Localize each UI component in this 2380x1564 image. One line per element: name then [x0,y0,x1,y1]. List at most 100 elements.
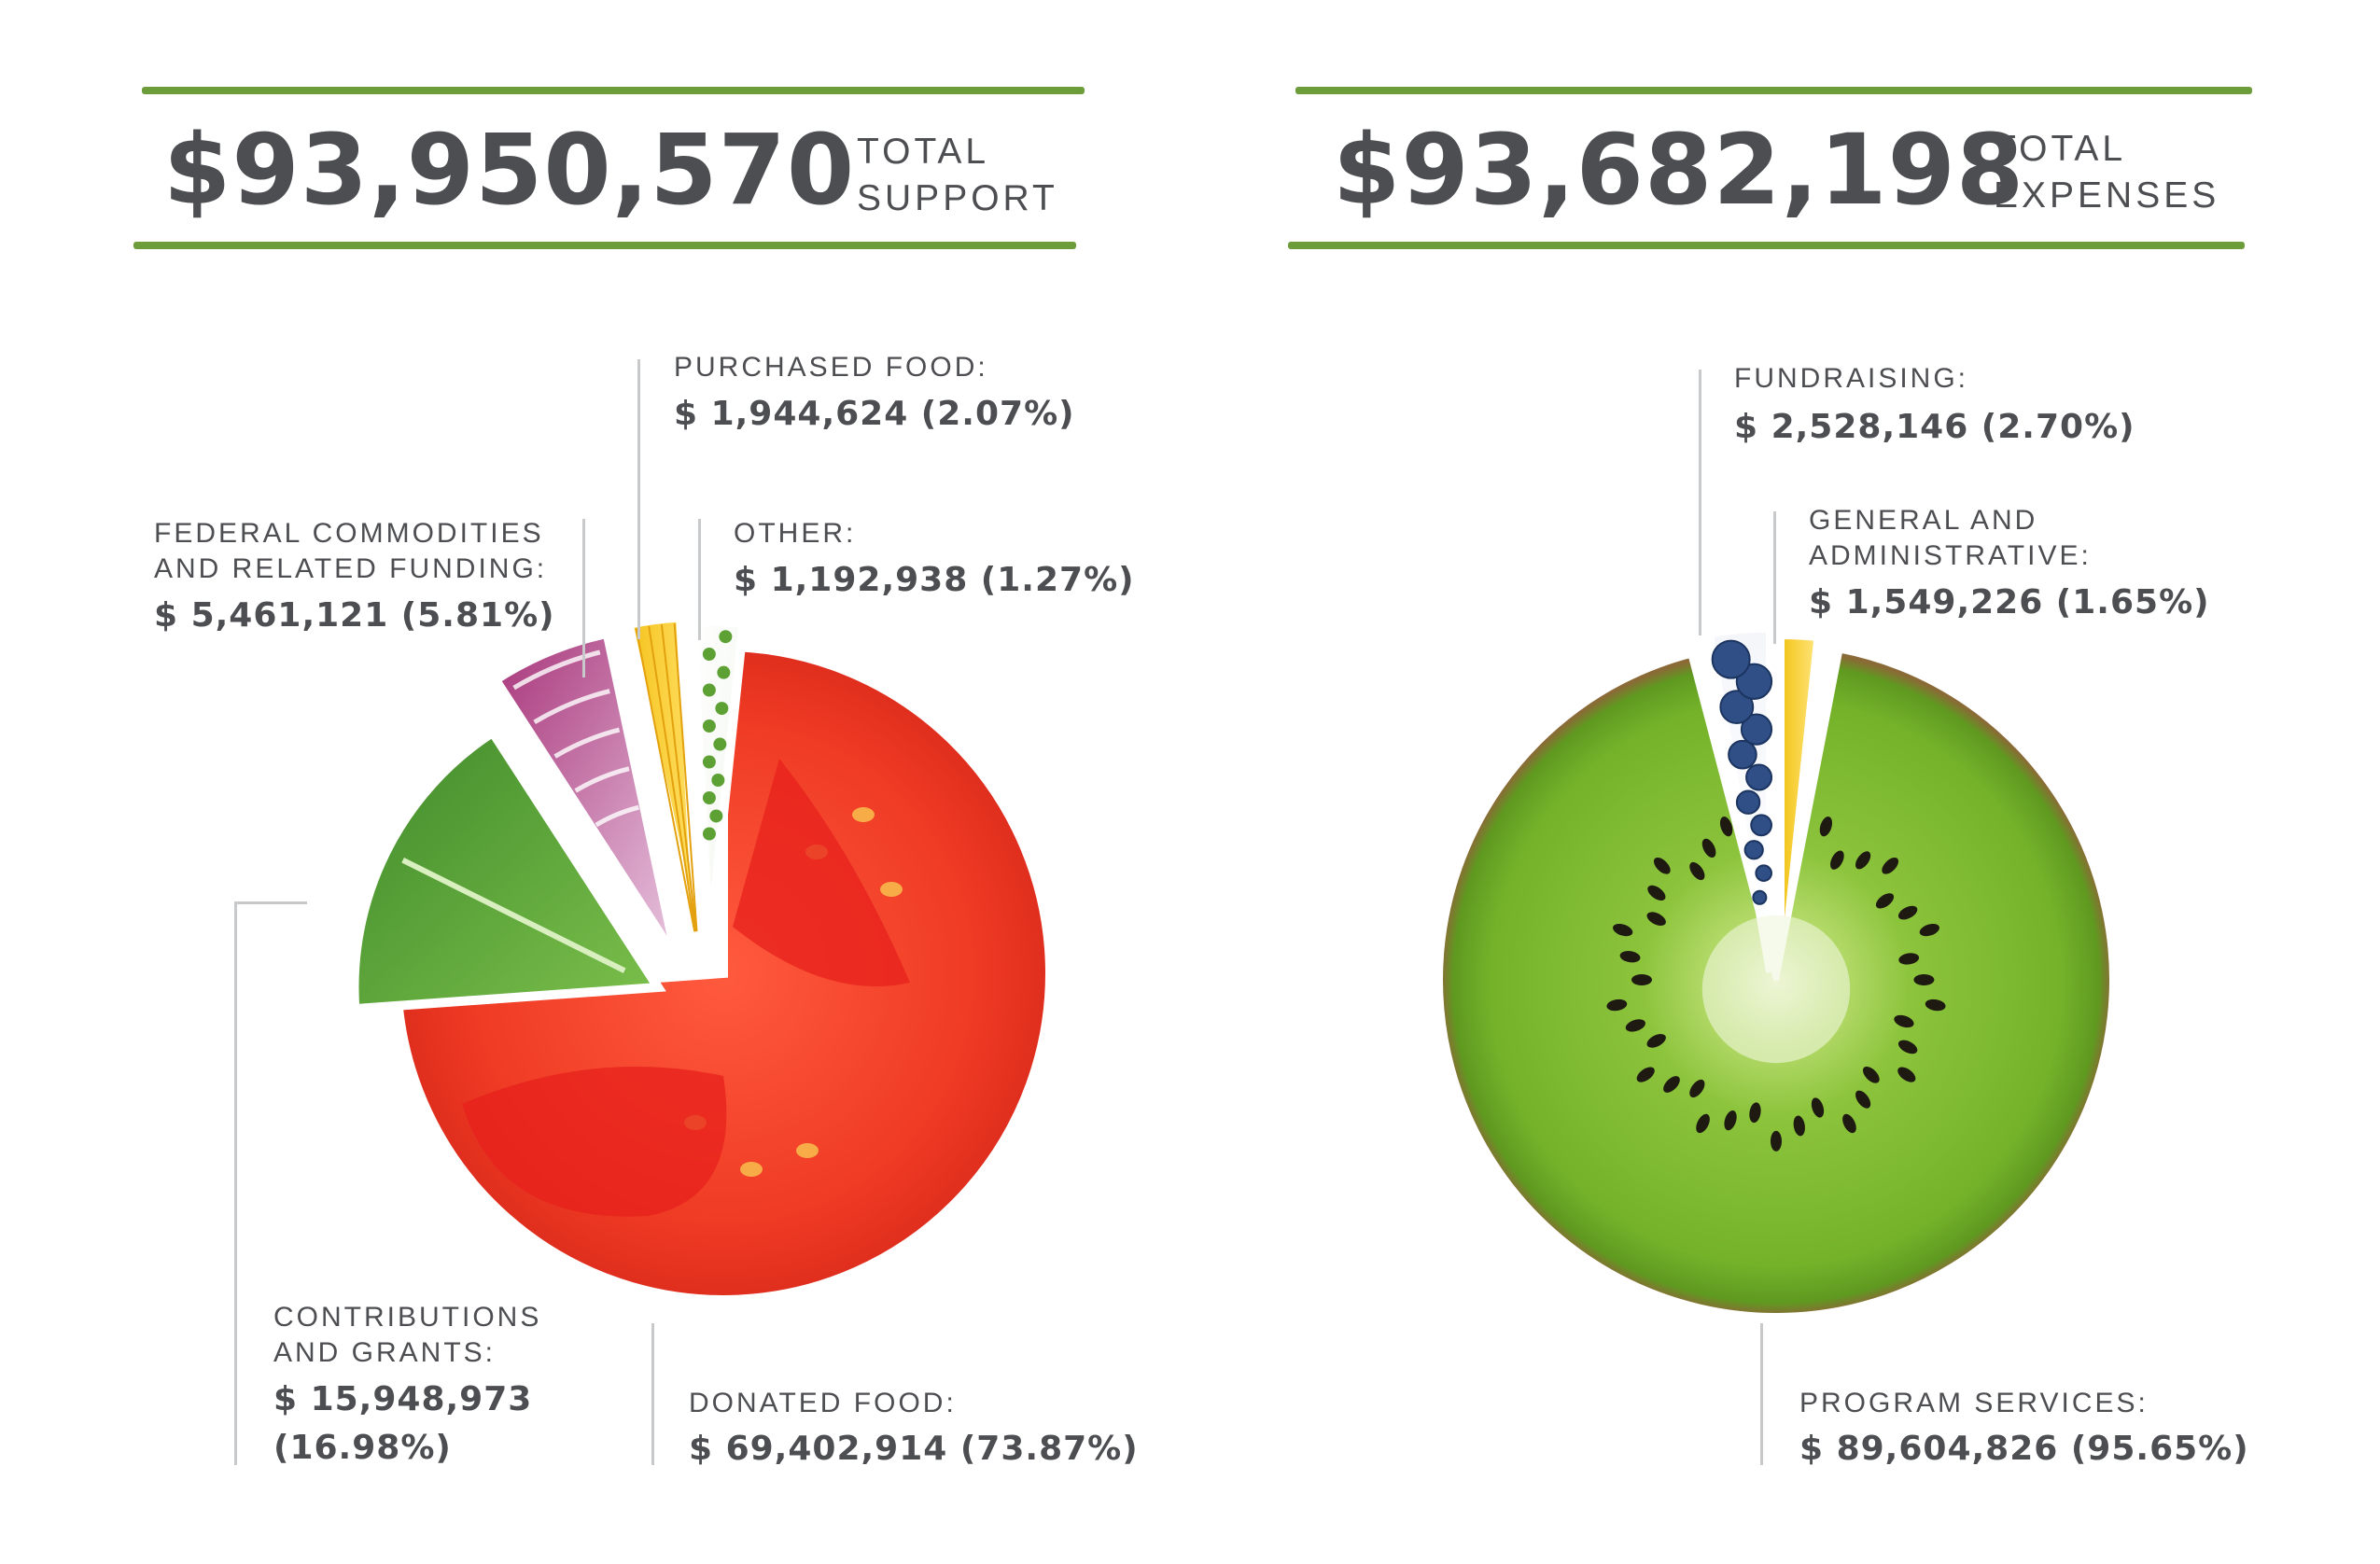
expense-label-fundraising: FUNDRAISING: [1734,361,1968,397]
kiwi-seed [1882,857,1899,874]
pasta-strand [635,628,696,932]
blueberry [1740,713,1773,746]
other-value: $ 1,192,938 (1.27%) [734,561,1135,599]
expense-value-program: $ 89,604,826 (95.65%) [1799,1425,2249,1473]
purchased-food-label: PURCHASED FOOD: [674,352,988,383]
expenses-bottom-rule [1288,242,2245,249]
kiwi-seed [1855,851,1871,870]
tomato-seed [740,1162,763,1177]
other-label: OTHER: [734,518,857,549]
kiwi-seed [1919,923,1939,937]
kiwi-seed [1913,974,1935,985]
federal-label-line2: AND RELATED FUNDING: [154,553,548,584]
kiwi-seed [1875,893,1895,909]
support-value-donated-food: $ 69,402,914 (73.87%) [689,1425,1139,1473]
kiwi-seed [1646,912,1666,926]
total-support-label: TOTAL SUPPORT [857,129,1058,222]
kiwi-seed [1898,953,1920,965]
tomato-seed [880,882,903,897]
kiwi-seed [1811,1097,1825,1118]
kiwi-seed [1696,1113,1710,1134]
pea [717,665,731,679]
kiwi-seed [1647,885,1666,901]
lettuce-rib [401,858,626,973]
kiwi-seed [1636,1067,1655,1082]
leader-fundraising [1699,370,1701,635]
total-support-amount: $93,950,570 [163,113,856,227]
kiwi-seed [1855,1090,1871,1109]
kiwi-seed [1719,817,1733,837]
kiwi-seed [1897,1067,1916,1082]
contributions-value-line2: (16.98%) [273,1429,452,1467]
pea [702,648,716,661]
kiwi-seed [1701,838,1716,859]
kiwi-core [1701,915,1851,1064]
pea [715,702,729,716]
pasta-strand [673,622,698,932]
blueberry [1755,864,1772,882]
kiwi-seed [1819,817,1833,837]
blueberry [1745,763,1773,791]
total-expenses-label: TOTAL EXPENSES [1994,126,2219,219]
kiwi-seed [1663,1076,1680,1093]
support-label-donated-food: DONATED FOOD: [689,1386,957,1421]
expense-label-program: PROGRAM SERVICES: [1799,1386,2149,1421]
kiwi-seed [1606,998,1628,1012]
kiwi-seed [1646,1034,1666,1048]
kiwi-seed [1894,1014,1914,1028]
contributions-label-line1: CONTRIBUTIONS [273,1302,542,1333]
leader-general [1773,511,1776,644]
blueberry [1743,840,1764,860]
pea [709,809,723,823]
general-label-line1: GENERAL AND [1809,505,2038,536]
contributions-value-line1: $ 15,948,973 [273,1380,533,1418]
blueberry [1735,789,1761,815]
onion-ring [595,804,639,828]
pea [711,773,725,787]
blueberry [1711,639,1751,679]
blueberry [1750,814,1773,837]
kiwi-seed [1897,905,1918,920]
blueberry [1719,690,1755,725]
contributions-label-line2: AND GRANTS: [273,1337,497,1368]
pea [702,719,716,733]
federal-value: $ 5,461,121 (5.81%) [154,596,555,635]
leader-other [698,519,701,640]
donated-food-label: DONATED FOOD: [689,1388,957,1418]
leader-federal [582,519,585,677]
onion-ring [533,689,610,725]
support-label-purchased-food: PURCHASED FOOD: [674,350,988,385]
total-support-label-line2: SUPPORT [857,178,1058,218]
support-label-contributions: CONTRIBUTIONS AND GRANTS: [273,1300,541,1371]
pasta-strand [648,625,696,932]
support-bottom-rule [133,242,1076,249]
support-top-rule [142,87,1085,94]
kiwi-seed [1862,1066,1880,1083]
fundraising-label: FUNDRAISING: [1734,363,1969,394]
tomato-pulp [733,759,910,986]
onion-ring [553,727,621,759]
leader-donated-food [651,1323,654,1465]
pea [702,683,716,697]
total-expenses-label-line1: TOTAL [1994,129,2127,169]
support-label-federal: FEDERAL COMMODITIES AND RELATED FUNDING: [154,516,547,587]
kiwi-seed [1631,974,1652,985]
expense-value-fundraising: $ 2,528,146 (2.70%) [1734,403,2135,452]
donated-food-value: $ 69,402,914 (73.87%) [689,1430,1139,1468]
support-value-contributions: $ 15,948,973 (16.98%) [273,1375,532,1473]
tomato-seed [852,807,875,822]
federal-label-line1: FEDERAL COMMODITIES [154,518,544,549]
leader-program [1760,1323,1763,1465]
support-slice-contributions [349,725,666,1014]
pasta-strand [660,624,697,932]
onion-ring [574,766,630,793]
total-expenses-label-line2: EXPENSES [1994,175,2220,216]
expense-label-general: GENERAL AND ADMINISTRATIVE: [1809,503,2092,574]
kiwi-seed [1842,1113,1856,1134]
kiwi-seed [1689,861,1705,881]
kiwi-seed [1897,1040,1918,1054]
support-value-federal: $ 5,461,121 (5.81%) [154,592,555,640]
kiwi-seed [1653,857,1671,874]
expense-slice-general [1779,633,1820,973]
